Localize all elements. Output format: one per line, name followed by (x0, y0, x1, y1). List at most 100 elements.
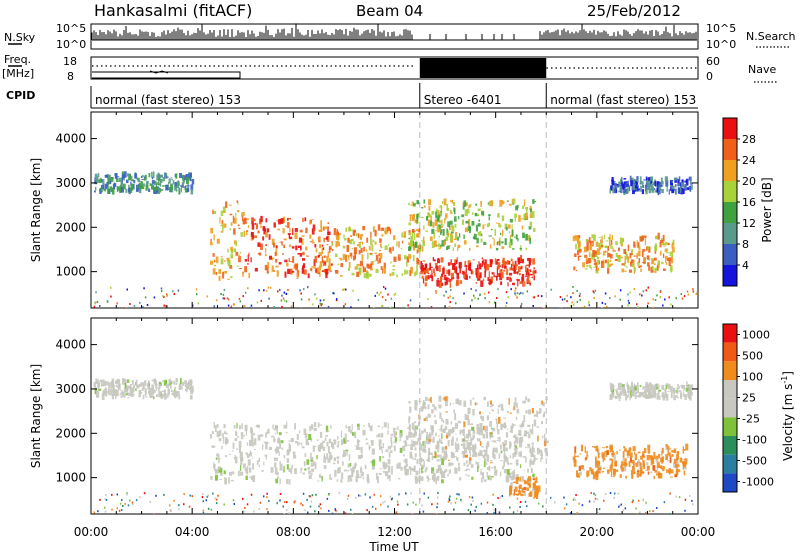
velocity-cell (623, 466, 627, 472)
velocity-cell (514, 486, 518, 492)
velocity-cell (274, 462, 277, 468)
power-cell (577, 237, 580, 244)
velocity-cell (636, 472, 639, 478)
velocity-cell (653, 386, 656, 393)
power-speckle (409, 299, 412, 302)
power-cell (412, 230, 416, 233)
power-cell (232, 215, 235, 223)
velocity-speckle (266, 492, 268, 495)
power-speckle (308, 298, 310, 301)
velocity-cell (502, 426, 505, 428)
velocity-cell (346, 440, 350, 442)
velocity-speckle (492, 503, 494, 506)
power-cell (337, 241, 340, 247)
velocity-cell (105, 391, 108, 397)
velocity-cell (642, 451, 645, 456)
power-cell (262, 236, 265, 241)
velocity-cell (518, 451, 522, 457)
power-cell (687, 187, 689, 190)
velocity-cell (410, 431, 413, 438)
velocity-cell (380, 433, 384, 438)
power-cell (442, 224, 445, 226)
power-cell (482, 278, 485, 281)
velocity-cell (301, 446, 305, 449)
velocity-cell (458, 400, 462, 406)
velocity-cell (281, 447, 284, 450)
velocity-speckle (395, 511, 397, 514)
power-cell (587, 258, 592, 264)
velocity-cell (278, 451, 280, 456)
velocity-cell (676, 451, 679, 453)
power-speckle (230, 305, 233, 308)
power-cell (600, 245, 604, 247)
velocity-cell (532, 473, 535, 478)
xtick-label: 16:00 (478, 525, 513, 539)
power-cell (654, 189, 658, 193)
power-cell (637, 250, 641, 257)
power-cell (185, 177, 188, 179)
velocity-cell (484, 450, 488, 457)
velocity-cell (504, 469, 507, 474)
power-cell (469, 264, 471, 272)
velocity-cell (438, 467, 441, 471)
date-title: 25/Feb/2012 (587, 2, 681, 20)
velocity-speckle (149, 500, 152, 503)
velocity-cell (680, 393, 683, 397)
power-cell (174, 185, 178, 191)
velocity-cell (403, 454, 405, 457)
power-cell (521, 265, 523, 267)
power-cell (291, 246, 295, 249)
power-cell (476, 264, 479, 270)
velocity-cell (304, 433, 308, 438)
power-cell (513, 268, 517, 274)
power-cell (473, 233, 477, 240)
power-cell (669, 251, 672, 254)
power-speckle (637, 306, 639, 308)
velocity-cell (292, 454, 297, 459)
velocity-cell (131, 387, 134, 392)
power-cell (597, 259, 600, 265)
power-cell (218, 275, 221, 281)
velocity-cell (667, 445, 670, 450)
nsearch-tick-top: 10^5 (706, 22, 736, 35)
velocity-cell (272, 424, 274, 429)
velocity-cell (115, 380, 117, 384)
velocity-speckle (458, 493, 460, 496)
velocity-speckle (294, 500, 296, 503)
velocity-speckle (415, 503, 417, 506)
power-cell (283, 244, 285, 248)
velocity-speckle (258, 507, 260, 510)
velocity-speckle (355, 496, 357, 499)
power-cell (434, 219, 438, 227)
power-speckle (505, 301, 508, 304)
velocity-cell (178, 395, 181, 400)
power-cell (643, 179, 646, 181)
velocity-cell (509, 455, 512, 459)
power-speckle (588, 304, 591, 307)
power-cell (416, 216, 419, 223)
power-cell (353, 241, 355, 245)
power-cell (433, 272, 436, 277)
velocity-cell (441, 471, 444, 479)
power-cell (358, 267, 362, 274)
velocity-speckle (620, 503, 623, 506)
power-cell (219, 217, 221, 224)
velocity-speckle (286, 509, 288, 512)
power-cell (607, 261, 610, 269)
velocity-cell (593, 446, 597, 449)
power-cell (612, 186, 615, 194)
power-speckle (95, 291, 97, 294)
velocity-cell (437, 450, 440, 453)
velocity-cell (274, 467, 278, 475)
power-cell (416, 233, 419, 238)
velocity-cell (515, 445, 518, 448)
power-cell (664, 249, 667, 253)
velocity-cell (399, 447, 403, 453)
velocity-speckle (637, 499, 640, 502)
power-cell (459, 267, 462, 274)
power-cell (510, 238, 513, 246)
power-cell (145, 187, 148, 191)
power-cell (472, 259, 475, 261)
power-colorbar-segment (723, 160, 737, 181)
velocity-cell (480, 470, 482, 476)
